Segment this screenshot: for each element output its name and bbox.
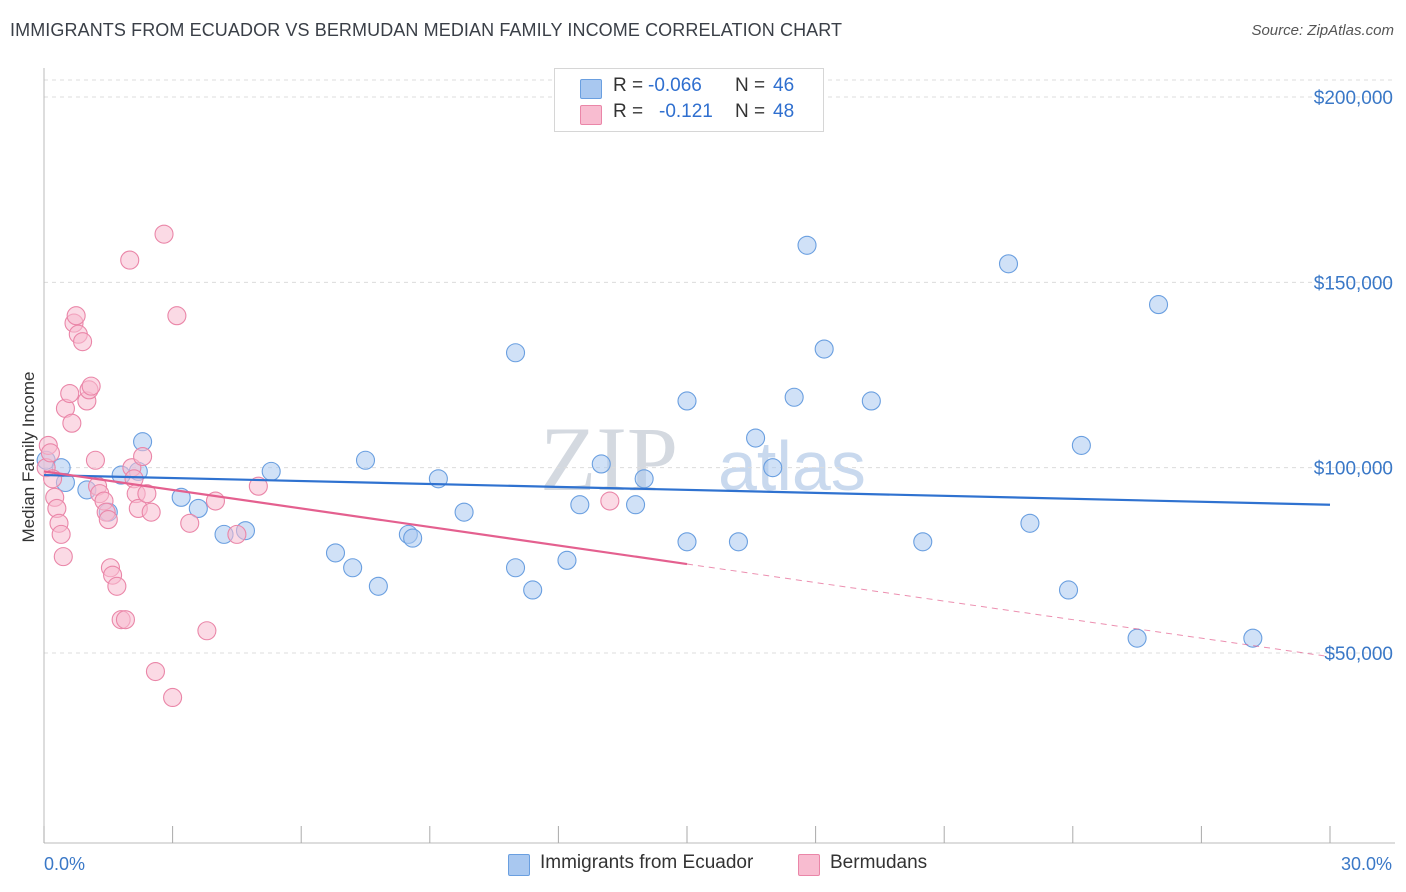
data-point	[81, 376, 101, 396]
data-point	[1127, 628, 1147, 648]
series-bermudans	[36, 224, 620, 708]
data-point	[62, 413, 82, 433]
data-point	[1058, 580, 1079, 600]
source-label: Source: ZipAtlas.com	[1251, 22, 1394, 39]
data-point	[998, 254, 1019, 274]
data-point	[163, 687, 183, 708]
bottom-legend-swatch-bermudans	[798, 854, 820, 876]
gridlines	[44, 79, 1395, 654]
legend-n-value: 46	[773, 75, 795, 96]
data-point	[505, 558, 526, 578]
data-point	[1243, 628, 1263, 648]
trend-line-bermudans-extrapolated	[686, 563, 1331, 658]
x-tick-right: 30.0%	[1341, 854, 1392, 874]
legend-n-label: N =	[735, 101, 766, 122]
data-point	[355, 450, 376, 470]
x-tick-left: 0.0%	[44, 854, 85, 874]
data-point	[197, 621, 217, 641]
trend-line-bermudans	[43, 470, 688, 566]
bottom-legend-swatch-ecuador	[508, 854, 530, 876]
legend-swatch-ecuador	[580, 79, 602, 99]
chart-title: IMMIGRANTS FROM ECUADOR VS BERMUDAN MEDI…	[10, 20, 843, 40]
y-axis-label: Median Family Income	[19, 371, 38, 542]
data-point	[634, 469, 654, 489]
data-point	[73, 332, 93, 352]
legend-n-label: N =	[735, 75, 766, 96]
data-point	[188, 498, 208, 518]
data-point	[523, 580, 543, 600]
data-point	[1148, 295, 1169, 315]
data-point	[626, 495, 646, 515]
data-point	[454, 502, 474, 522]
data-point	[115, 610, 135, 630]
data-point	[154, 224, 174, 244]
data-point	[343, 558, 363, 578]
data-point	[557, 550, 577, 570]
data-point	[40, 443, 60, 463]
data-point	[227, 524, 247, 544]
data-point	[403, 528, 423, 548]
legend-r-label: R =	[613, 75, 644, 96]
data-point	[60, 383, 80, 404]
data-point	[248, 476, 268, 496]
data-point	[51, 524, 71, 544]
data-point	[677, 391, 697, 411]
y-tick-labels: $200,000 $150,000 $100,000 $50,000	[1314, 88, 1393, 665]
data-point	[145, 661, 166, 682]
data-point	[746, 428, 766, 448]
data-point	[1071, 435, 1091, 455]
legend-n-value: 48	[773, 101, 795, 122]
y-tick-label: $100,000	[1314, 459, 1393, 480]
data-point	[728, 532, 748, 552]
data-point	[180, 513, 200, 533]
legend-row-ecuador: R = -0.066 N = 46	[555, 75, 823, 101]
bottom-legend-label-bermudans: Bermudans	[830, 852, 928, 873]
bottom-legend-label-ecuador: Immigrants from Ecuador	[540, 852, 754, 873]
data-point	[167, 306, 187, 326]
data-point	[107, 576, 127, 596]
data-point	[85, 450, 105, 470]
y-tick-label: $50,000	[1324, 644, 1393, 665]
data-point	[137, 484, 157, 504]
trend-lines	[43, 470, 1331, 658]
legend-r-value: -0.121	[659, 101, 713, 122]
data-point	[763, 458, 783, 478]
data-point	[677, 532, 697, 552]
legend-r-value: -0.066	[648, 75, 702, 96]
data-point	[141, 502, 161, 522]
data-point	[325, 543, 346, 563]
data-point	[368, 576, 388, 596]
trend-line-ecuador	[43, 473, 1331, 506]
data-point	[814, 339, 834, 359]
y-tick-label: $150,000	[1314, 273, 1393, 294]
data-point	[53, 547, 73, 567]
data-point	[600, 491, 620, 511]
y-tick-label: $200,000	[1314, 88, 1393, 109]
data-point	[98, 510, 118, 530]
data-series	[36, 224, 1263, 708]
data-point	[784, 387, 804, 407]
data-point	[913, 532, 933, 552]
data-point	[120, 250, 140, 270]
data-point	[570, 495, 590, 515]
data-point	[591, 454, 611, 474]
data-point	[1020, 513, 1040, 533]
data-point	[797, 235, 817, 255]
data-point	[505, 343, 526, 363]
data-point	[66, 306, 86, 326]
data-point	[861, 391, 881, 411]
legend-row-bermudans: R = -0.121 N = 48	[555, 101, 823, 127]
legend-r-label: R =	[613, 101, 644, 122]
data-point	[261, 461, 281, 481]
legend: R = -0.066 N = 46 R = -0.121 N = 48	[554, 68, 824, 132]
legend-swatch-bermudans	[580, 105, 602, 125]
data-point	[133, 446, 153, 467]
